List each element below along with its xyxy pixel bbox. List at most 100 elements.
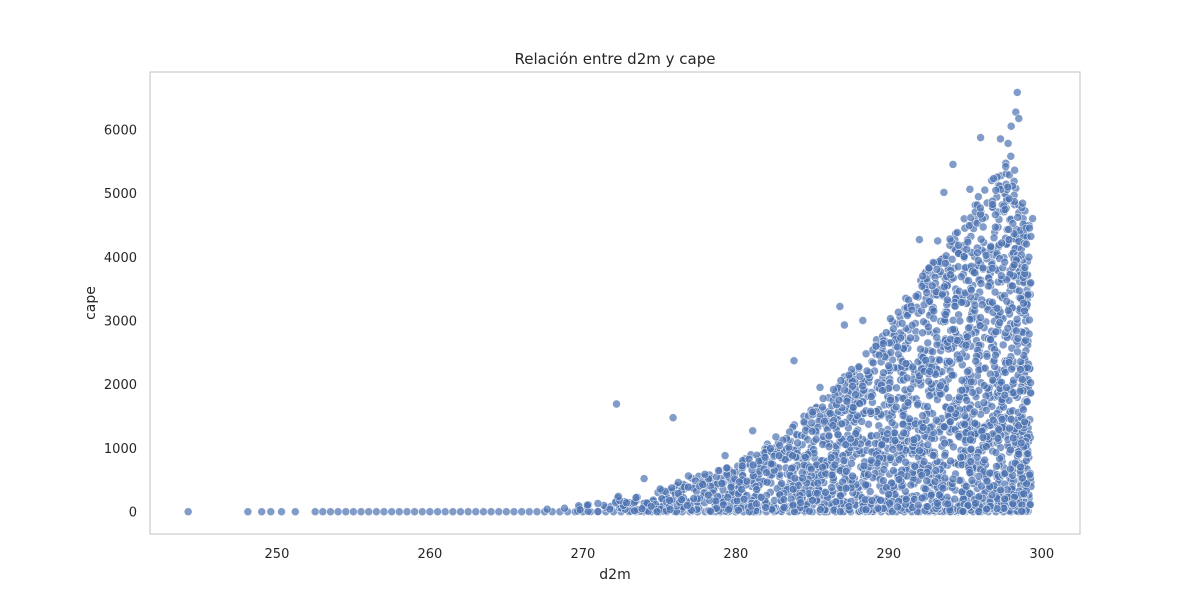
scatter-point (915, 446, 924, 456)
x-tick-label: 250 (265, 547, 290, 562)
scatter-point (824, 431, 834, 441)
scatter-point (1016, 438, 1026, 448)
scatter-point (813, 488, 822, 498)
scatter-point (790, 473, 800, 483)
scatter-point (921, 355, 931, 365)
scatter-point (417, 507, 427, 517)
scatter-point (892, 383, 901, 393)
scatter-point (940, 473, 950, 483)
scatter-point (879, 465, 889, 474)
scatter-point (940, 438, 949, 448)
scatter-point (975, 321, 985, 331)
scatter-point (787, 464, 796, 473)
scatter-point (954, 241, 963, 250)
scatter-point (886, 453, 895, 463)
scatter-point (923, 402, 932, 411)
scatter-point (932, 264, 942, 274)
scatter-point (948, 474, 958, 484)
scatter-point (646, 501, 656, 511)
scatter-point (890, 436, 900, 445)
scatter-point (479, 507, 488, 517)
y-axis-ticks: 0 1000 2000 3000 4000 5000 6000 (104, 123, 137, 520)
scatter-point (886, 395, 895, 405)
scatter-point (1022, 239, 1031, 249)
scatter-point (955, 316, 965, 326)
scatter-point (835, 507, 845, 516)
scatter-point (486, 507, 496, 517)
x-tick-label: 300 (1029, 547, 1054, 562)
scatter-point (982, 476, 992, 486)
scatter-point (946, 404, 956, 414)
scatter-point (997, 271, 1006, 281)
scatter-point (858, 316, 868, 325)
scatter-point (1005, 464, 1015, 474)
scatter-point (639, 474, 649, 483)
scatter-point (872, 431, 882, 440)
scatter-point (980, 455, 990, 465)
scatter-point (929, 306, 939, 316)
scatter-point (924, 263, 934, 273)
scatter-point (874, 350, 884, 360)
scatter-point (717, 479, 727, 488)
scatter-point (982, 504, 991, 514)
scatter-point (916, 344, 925, 354)
scatter-point (752, 499, 761, 509)
scatter-point (906, 480, 916, 490)
scatter-point (948, 325, 958, 334)
scatter-point (1017, 506, 1026, 516)
scatter-point (1001, 162, 1011, 171)
scatter-point (798, 473, 808, 483)
scatter-point (560, 503, 569, 513)
scatter-point (876, 495, 885, 505)
scatter-point (637, 504, 647, 514)
scatter-point (923, 440, 933, 450)
scatter-point (848, 471, 857, 481)
scatter-point (1015, 386, 1025, 396)
scatter-point (290, 507, 300, 517)
x-tick-label: 290 (876, 547, 901, 562)
scatter-point (924, 322, 933, 332)
scatter-point (863, 470, 873, 479)
scatter-point (858, 381, 868, 391)
scatter-point (868, 358, 878, 368)
scatter-point (614, 492, 623, 501)
scatter-point (1008, 433, 1018, 443)
scatter-point (622, 498, 631, 508)
y-tick-label: 0 (129, 506, 137, 521)
scatter-point (987, 263, 997, 273)
scatter-point (893, 342, 902, 352)
scatter-point (918, 271, 928, 281)
scatter-point (1001, 383, 1011, 392)
scatter-point (341, 507, 351, 517)
scatter-point (683, 482, 693, 492)
scatter-point (871, 341, 881, 351)
scatter-point (844, 370, 854, 380)
scatter-point (524, 507, 534, 517)
scatter-point (257, 507, 267, 517)
scatter-point (861, 480, 871, 490)
scatter-point (318, 507, 328, 517)
scatter-point (889, 466, 898, 475)
scatter-point (532, 507, 542, 517)
scatter-point (784, 442, 794, 452)
scatter-point (807, 427, 817, 436)
scatter-point (806, 464, 816, 474)
scatter-point (922, 476, 932, 486)
scatter-point (993, 433, 1003, 443)
scatter-point (907, 305, 917, 315)
scatter-point (326, 507, 335, 517)
scatter-point (888, 445, 898, 454)
x-axis-label: d2m (599, 567, 630, 583)
scatter-point (1003, 306, 1013, 315)
scatter-point (1003, 182, 1013, 192)
scatter-point (893, 502, 902, 512)
scatter-point (974, 507, 984, 516)
scatter-point (723, 492, 733, 502)
scatter-point (502, 507, 511, 517)
scatter-point (883, 429, 892, 439)
scatter-point (861, 349, 871, 359)
scatter-point (950, 301, 960, 311)
scatter-point (991, 210, 1000, 220)
scatter-point (1006, 121, 1016, 131)
scatter-point (965, 314, 975, 324)
